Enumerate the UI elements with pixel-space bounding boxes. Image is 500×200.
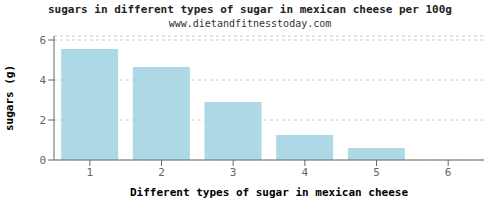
svg-text:0: 0	[39, 154, 46, 167]
svg-text:sugars (g): sugars (g)	[8, 65, 16, 131]
svg-text:2: 2	[158, 166, 165, 179]
svg-text:4: 4	[39, 74, 46, 87]
svg-text:4: 4	[302, 166, 309, 179]
html-text:sugars in different types of s: sugars in different types of sugar in me…	[48, 3, 452, 16]
svg-text:6: 6	[445, 166, 452, 179]
svg-text:1: 1	[87, 166, 94, 179]
svg-text:5: 5	[373, 166, 380, 179]
html-text:www.dietandfitnesstoday.com: www.dietandfitnesstoday.com	[168, 18, 332, 29]
svg-text:6: 6	[39, 34, 46, 47]
svg-text:3: 3	[230, 166, 237, 179]
svg-text:Different types of sugar in me: Different types of sugar in mexican chee…	[130, 186, 409, 198]
svg-text:2: 2	[39, 114, 46, 127]
